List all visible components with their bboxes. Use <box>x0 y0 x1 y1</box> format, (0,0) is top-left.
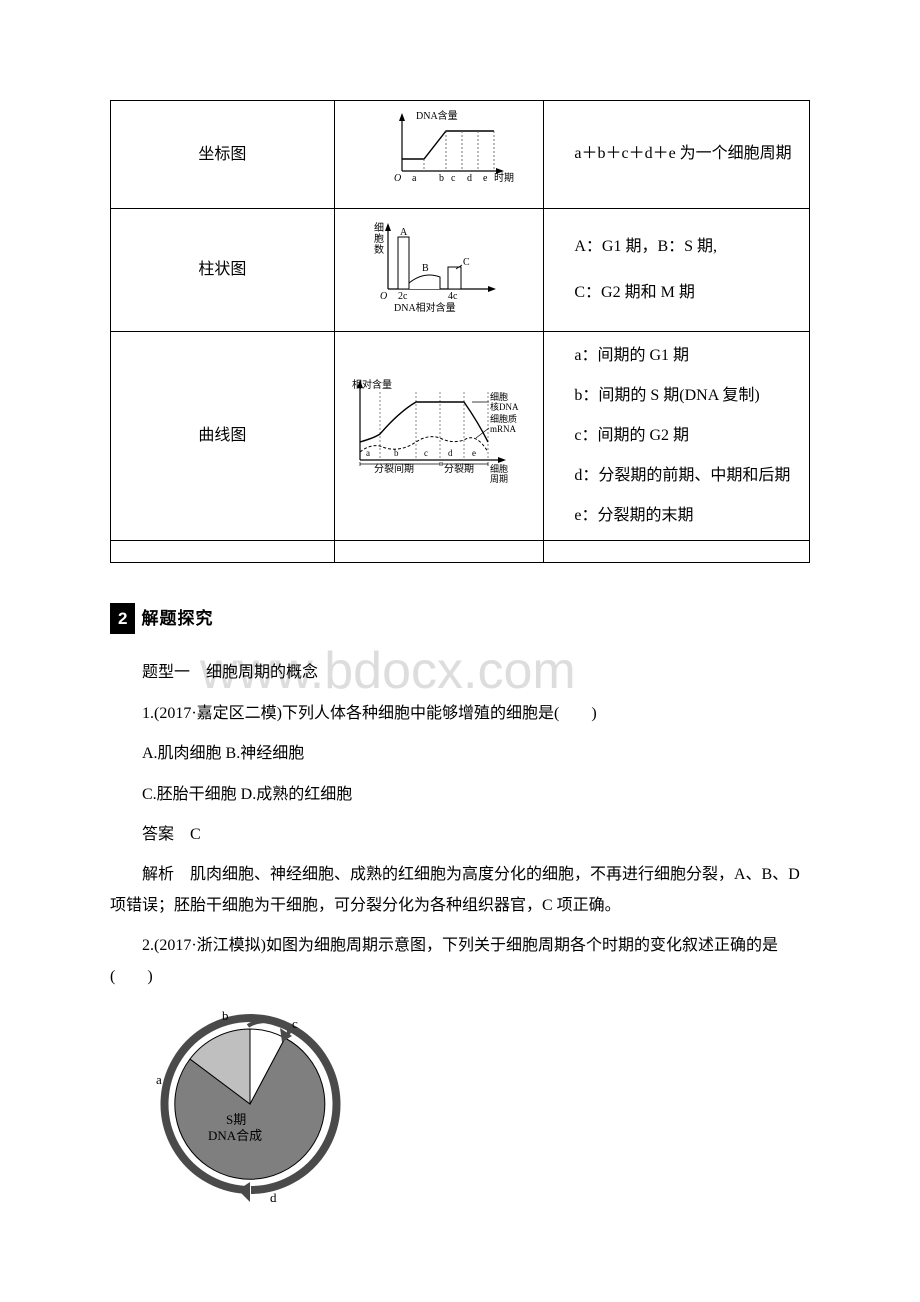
svg-text:O: O <box>394 173 401 184</box>
topic-title: 题型一 细胞周期的概念 <box>110 658 810 688</box>
row2-label: 柱状图 <box>111 208 335 332</box>
table-row: 坐标图 DNA含量 O a b c <box>111 101 810 209</box>
q1-explain: 解析 肌肉细胞、神经细胞、成熟的红细胞为高度分化的细胞，不再进行细胞分裂，A、B… <box>110 860 810 921</box>
svg-text:e: e <box>483 173 488 184</box>
table-row-empty <box>111 541 810 563</box>
svg-text:S期: S期 <box>226 1112 246 1127</box>
svg-text:c: c <box>451 173 456 184</box>
q1-answer: 答案 C <box>110 820 810 850</box>
svg-text:周期: 周期 <box>490 474 508 484</box>
svg-text:a: a <box>412 173 417 184</box>
section-number-badge: 2 <box>110 603 135 634</box>
svg-text:数: 数 <box>374 243 384 256</box>
q1-opts2: C.胚胎干细胞 D.成熟的红细胞 <box>110 780 810 810</box>
row2-desc: A：G1 期，B：S 期, C：G2 期和 M 期 <box>544 208 810 332</box>
row2-diagram-cell: 细 胞 数 A B C O 2c 4c DN <box>334 208 544 332</box>
section-label: 解题探究 <box>141 605 213 632</box>
cycle-diagram: a b c d S期 DNA合成 <box>150 1004 810 1213</box>
row3-diagram-cell: 相对含量 a b <box>334 332 544 541</box>
svg-text:DNA相对含量: DNA相对含量 <box>394 301 456 314</box>
table-row: 柱状图 细 胞 数 A B C O <box>111 208 810 332</box>
svg-text:a: a <box>156 1072 162 1087</box>
svg-text:mRNA: mRNA <box>490 424 517 434</box>
svg-text:d: d <box>467 173 472 184</box>
svg-text:B: B <box>422 263 429 274</box>
row3-desc: a：间期的 G1 期 b：间期的 S 期(DNA 复制) c：间期的 G2 期 … <box>544 332 810 541</box>
svg-text:细胞: 细胞 <box>490 391 508 402</box>
q1-opts1: A.肌肉细胞 B.神经细胞 <box>110 739 810 769</box>
section-header: 2 解题探究 <box>110 603 810 634</box>
diagram-table: 坐标图 DNA含量 O a b c <box>110 100 810 563</box>
row3-label: 曲线图 <box>111 332 335 541</box>
content: 坐标图 DNA含量 O a b c <box>110 100 810 1212</box>
svg-text:b: b <box>222 1008 229 1023</box>
svg-text:C: C <box>463 257 470 268</box>
q2-stem: 2.(2017·浙江模拟)如图为细胞周期示意图，下列关于细胞周期各个时期的变化叙… <box>110 931 810 992</box>
row1-label: 坐标图 <box>111 101 335 209</box>
svg-text:DNA合成: DNA合成 <box>208 1128 262 1143</box>
svg-text:a: a <box>366 448 370 458</box>
svg-text:A: A <box>400 227 408 238</box>
svg-text:e: e <box>472 448 476 458</box>
svg-text:细胞: 细胞 <box>490 463 508 474</box>
svg-text:细胞质: 细胞质 <box>490 413 517 424</box>
q1-stem: 1.(2017·嘉定区二模)下列人体各种细胞中能够增殖的细胞是( ) <box>110 699 810 729</box>
curve-diagram: 相对含量 a b <box>344 372 534 501</box>
table-row: 曲线图 相对含量 <box>111 332 810 541</box>
svg-text:b: b <box>439 173 444 184</box>
svg-text:d: d <box>448 448 453 458</box>
y-axis-label: 细 <box>374 221 384 234</box>
svg-text:b: b <box>394 448 399 458</box>
row1-desc: a＋b＋c＋d＋e 为一个细胞周期 <box>544 101 810 209</box>
coord-diagram: DNA含量 O a b c d e 时期 <box>354 109 524 200</box>
svg-text:c: c <box>292 1016 298 1031</box>
svg-text:4c: 4c <box>448 291 458 302</box>
svg-text:d: d <box>270 1190 277 1204</box>
svg-text:核DNA: 核DNA <box>490 401 519 412</box>
svg-text:c: c <box>424 448 428 458</box>
bar-diagram: 细 胞 数 A B C O 2c 4c DN <box>354 217 524 324</box>
svg-text:胞: 胞 <box>374 233 384 245</box>
svg-text:时期: 时期 <box>494 172 514 184</box>
y-axis-label: DNA含量 <box>416 109 458 122</box>
svg-text:相对含量: 相对含量 <box>352 378 392 391</box>
row1-diagram-cell: DNA含量 O a b c d e 时期 <box>334 101 544 209</box>
svg-text:O: O <box>380 291 387 302</box>
svg-text:2c: 2c <box>398 291 408 302</box>
